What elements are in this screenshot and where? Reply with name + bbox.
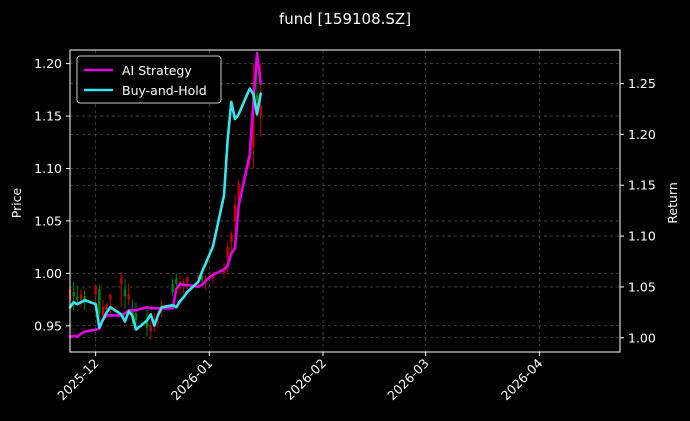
candle-body — [233, 205, 237, 221]
legend-label-ai-strategy: AI Strategy — [122, 63, 192, 78]
candle-body — [211, 275, 215, 279]
y-left-tick-label: 1.20 — [34, 56, 62, 71]
candle-body — [255, 95, 259, 101]
y-left-tick-label: 1.15 — [34, 109, 62, 124]
candle-body — [109, 294, 112, 300]
series-line-buy-and-hold — [68, 87, 263, 331]
plot-frame — [69, 49, 621, 353]
legend-label-buy-and-hold: Buy-and-Hold — [122, 83, 207, 98]
candle-body — [79, 294, 83, 300]
candle-body — [94, 285, 97, 295]
candle-body — [171, 283, 174, 293]
candle-body — [197, 275, 200, 279]
y-left-tick-label: 0.95 — [34, 318, 62, 333]
legend: AI Strategy Buy-and-Hold — [76, 55, 222, 104]
candle-body — [76, 296, 79, 300]
y-left-tick-label: 1.10 — [34, 161, 62, 176]
y-right-tick-label: 1.15 — [628, 178, 656, 193]
candle-body — [98, 289, 101, 314]
candle-body — [134, 313, 138, 321]
candle-body — [72, 292, 75, 297]
y-axis-right-label: Return — [665, 182, 680, 223]
candle-body — [226, 247, 229, 258]
candle-body — [120, 277, 123, 284]
candle-body — [149, 325, 152, 332]
y-axis-left-label: Price — [9, 187, 24, 218]
candle-body — [145, 320, 149, 328]
y-right-tick-label: 1.00 — [628, 330, 656, 345]
candle-body — [175, 278, 178, 284]
y-right-tick-label: 1.05 — [628, 279, 656, 294]
y-right-tick-label: 1.25 — [628, 76, 656, 91]
y-right-tick-label: 1.20 — [628, 127, 656, 142]
series-lines — [68, 51, 263, 339]
candle-body — [259, 105, 262, 117]
y-right-tick-label: 1.10 — [628, 229, 656, 244]
candle-body — [127, 294, 130, 300]
candle-body — [123, 289, 127, 297]
y-left-tick-label: 1.05 — [34, 213, 62, 228]
chart-title: fund [159108.SZ] — [279, 10, 411, 28]
candle-body — [160, 304, 163, 307]
candle-body — [101, 306, 105, 316]
candle-body — [237, 184, 240, 200]
candle-body — [186, 277, 189, 282]
candle-body — [105, 304, 108, 311]
y-axis-left: 0.95 1.00 1.05 1.10 1.15 1.20 — [34, 56, 70, 333]
y-left-tick-label: 1.00 — [34, 266, 62, 281]
candle-body — [200, 275, 204, 280]
y-axis-right: 1.00 1.05 1.10 1.15 1.20 1.25 — [620, 76, 656, 345]
candle-body — [230, 233, 233, 242]
